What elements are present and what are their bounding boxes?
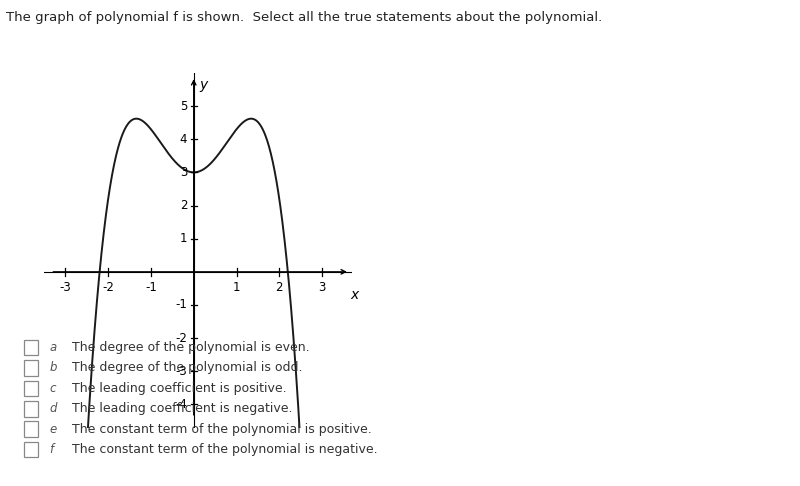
Text: d: d [50,402,57,415]
Text: -1: -1 [145,281,157,294]
Text: The degree of the polynomial is odd.: The degree of the polynomial is odd. [72,362,302,374]
Text: The leading coefficient is negative.: The leading coefficient is negative. [72,402,293,415]
Text: y: y [199,78,207,92]
Text: -2: -2 [175,331,187,345]
Text: -2: -2 [102,281,114,294]
Text: 1: 1 [180,232,187,245]
Text: The constant term of the polynomial is positive.: The constant term of the polynomial is p… [72,423,372,435]
Text: x: x [350,288,358,302]
Text: The degree of the polynomial is even.: The degree of the polynomial is even. [72,341,310,354]
Text: f: f [50,443,54,456]
Text: c: c [50,382,56,395]
Text: 2: 2 [180,199,187,212]
Text: 4: 4 [180,133,187,146]
Text: 1: 1 [233,281,240,294]
Text: -3: -3 [59,281,71,294]
Text: -3: -3 [175,365,187,378]
Text: The constant term of the polynomial is negative.: The constant term of the polynomial is n… [72,443,378,456]
Text: -4: -4 [175,398,187,411]
Text: 3: 3 [318,281,326,294]
Text: 3: 3 [180,166,187,179]
Text: e: e [50,423,57,435]
Text: The graph of polynomial f is shown.  Select all the true statements about the po: The graph of polynomial f is shown. Sele… [6,11,602,24]
Text: -1: -1 [175,298,187,312]
Text: a: a [50,341,57,354]
Text: 2: 2 [275,281,283,294]
Text: b: b [50,362,57,374]
Text: 5: 5 [180,100,187,113]
Text: The leading coefficient is positive.: The leading coefficient is positive. [72,382,286,395]
